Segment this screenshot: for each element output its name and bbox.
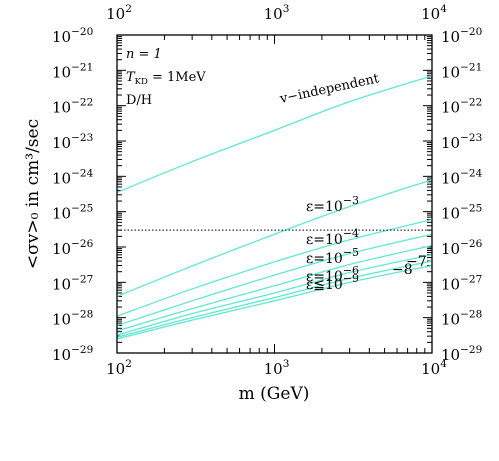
- annotation-tkd: TKD = 1MeV: [126, 70, 206, 87]
- y-tick-label-right: 10−22: [441, 97, 482, 117]
- series-label-eps-9-exp: −9: [343, 272, 359, 285]
- series-line-4: [117, 244, 432, 332]
- y-tick-label-left: 10−25: [52, 203, 93, 223]
- curves: [117, 75, 432, 340]
- x-axis-title: m (GeV): [239, 384, 310, 404]
- series-label-eps-6-exp: −6: [343, 264, 359, 277]
- series-label-eps-3: ε=10−3: [306, 194, 359, 215]
- series-label-v-independent: v−independent: [278, 71, 381, 107]
- y-tick-label-left: 10−24: [52, 167, 94, 187]
- y-tick-label-right: 10−27: [441, 273, 482, 293]
- series-label-eps-9: ε≦10−9: [306, 272, 359, 293]
- y-tick-label-right: 10−21: [441, 61, 482, 81]
- series-label-eps-9-base: ε≦10: [306, 277, 343, 293]
- y-tick-label-right: 10−26: [441, 238, 483, 258]
- series-label-eps-3-exp: −3: [343, 194, 359, 207]
- annotation-constraint: D/H: [126, 93, 152, 108]
- series-label-eps-7: −7: [406, 254, 427, 270]
- x-tick-label-top: 103: [264, 3, 290, 23]
- x-tick-label-top: 104: [421, 3, 447, 23]
- annotation-tkd-symbol: T: [126, 70, 136, 85]
- y-tick-label-left: 10−28: [52, 309, 93, 329]
- series-line-3: [117, 233, 432, 327]
- series-label-eps-6-base: ε=10: [306, 269, 343, 285]
- y-tick-label-left: 10−27: [52, 273, 93, 293]
- series-line-5: [117, 254, 432, 336]
- y-tick-label-left: 10−26: [52, 238, 94, 258]
- y-tick-label-right: 10−25: [441, 203, 482, 223]
- annotation-n: n = 1: [126, 47, 162, 62]
- series-label-eps-4-base: ε=10: [306, 232, 343, 248]
- y-tick-label-left: 10−23: [52, 132, 93, 152]
- series-label-eps-4-exp: −4: [343, 227, 359, 240]
- y-tick-label-left: 10−20: [52, 26, 93, 46]
- series-label-eps-6: ε=10−6: [306, 264, 359, 285]
- tick-labels: 102 102 103 103 104 104 10−20 10−20 10−21 10−21 10…: [52, 3, 483, 378]
- series-line-7: [117, 264, 432, 340]
- y-tick-label-right: 10−23: [441, 132, 482, 152]
- y-tick-label-right: 10−24: [441, 167, 483, 187]
- annotation-tkd-value: = 1MeV: [148, 70, 206, 85]
- series-label-eps-5-exp: −5: [343, 246, 359, 259]
- series-line-0: [117, 75, 432, 194]
- x-tick-label-bottom: 103: [264, 358, 290, 378]
- y-tick-label-right: 10−29: [441, 344, 482, 364]
- series-label-eps-4: ε=10−4: [306, 227, 359, 248]
- series-line-6: [117, 260, 432, 338]
- x-tick-label-bottom: 102: [106, 358, 132, 378]
- plot-frame: [116, 34, 433, 354]
- series-label-eps-5-base: ε=10: [306, 251, 343, 267]
- series-label-eps-8: −8: [392, 262, 413, 278]
- y-tick-label-left: 10−29: [52, 344, 93, 364]
- series-line-2: [117, 218, 432, 317]
- curve-labels: v−independent ε=10−3 ε=10−4 ε=10−5 ε=10−…: [278, 71, 427, 293]
- y-tick-label-left: 10−22: [52, 97, 93, 117]
- annotation-tkd-sub: KD: [135, 77, 148, 87]
- series-label-eps-5: ε=10−5: [306, 246, 359, 267]
- y-tick-label-left: 10−21: [52, 61, 93, 81]
- series-label-eps-3-base: ε=10: [306, 199, 343, 215]
- y-axis-title: <σv>₀ in cm³/sec: [23, 119, 43, 269]
- series-line-1: [117, 179, 432, 297]
- x-tick-label-bottom: 104: [421, 358, 447, 378]
- y-tick-label-right: 10−28: [441, 309, 482, 329]
- y-tick-label-right: 10−20: [441, 26, 482, 46]
- x-tick-label-top: 102: [106, 3, 132, 23]
